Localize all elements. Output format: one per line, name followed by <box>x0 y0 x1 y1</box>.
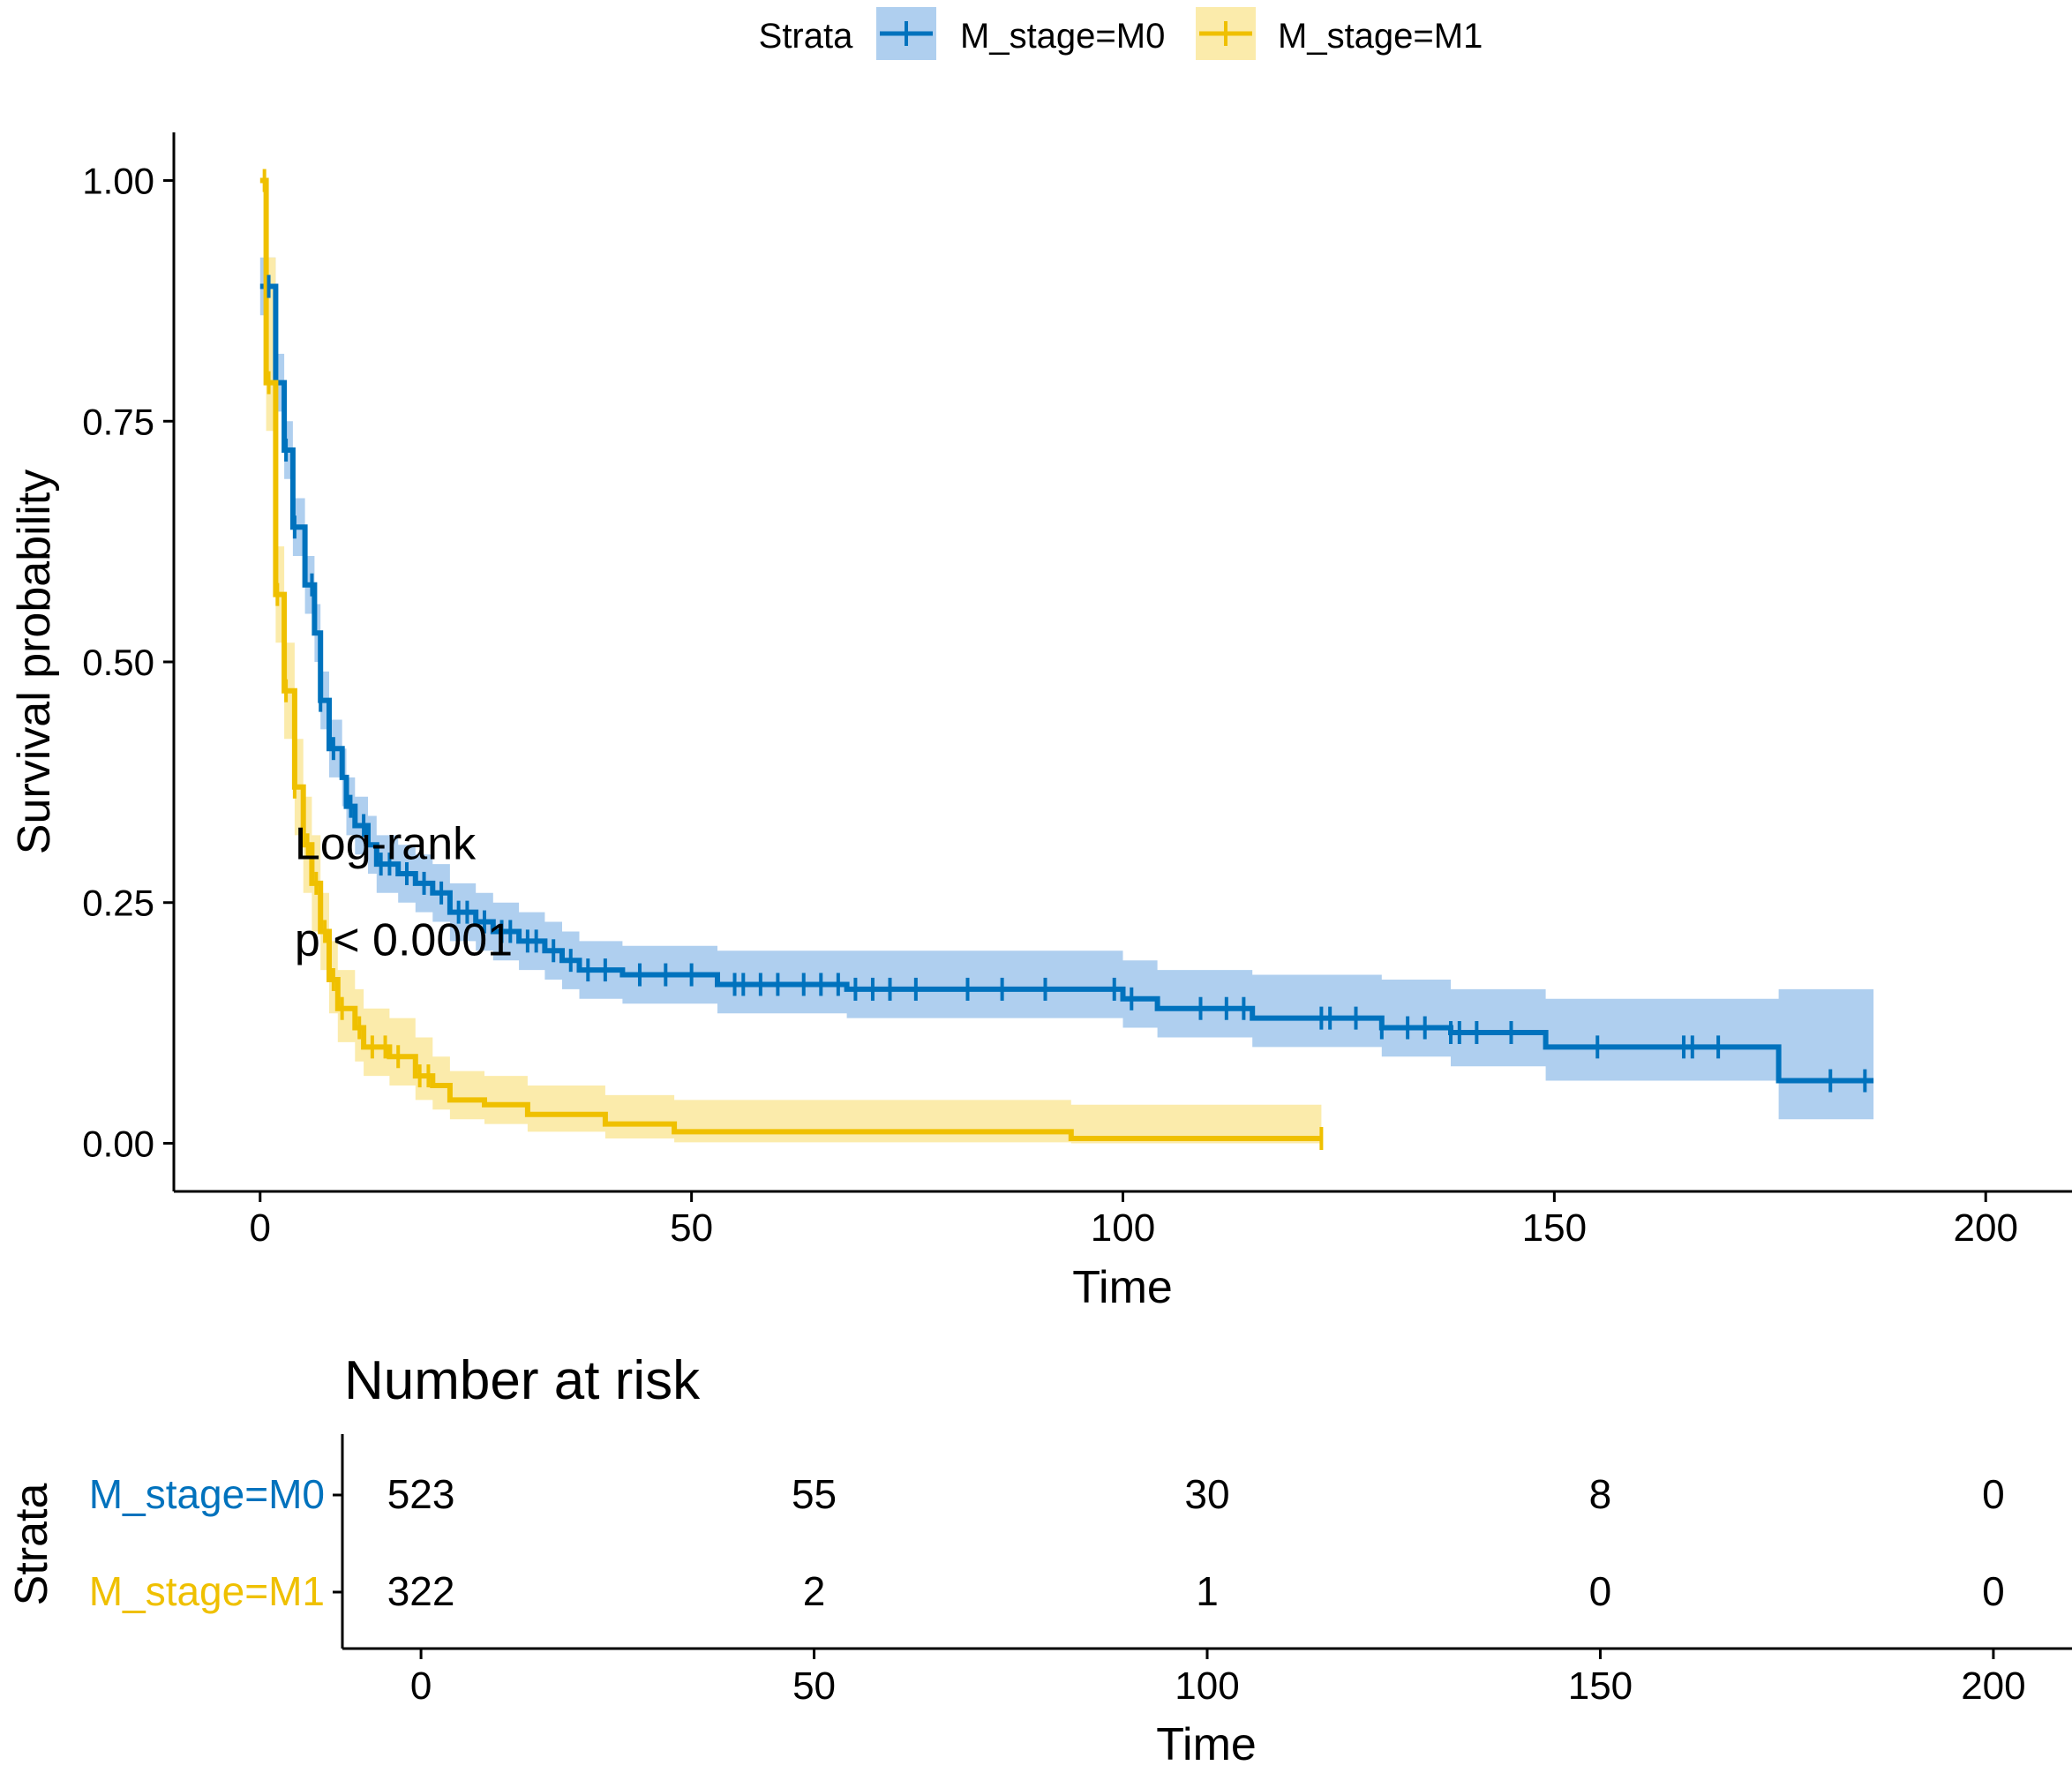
x-ticks: 0 50 100 150 200 <box>250 1191 2018 1250</box>
y-ticks: 0.00 0.25 0.50 0.75 1.00 <box>82 161 174 1164</box>
legend-title: Strata <box>759 17 853 56</box>
risk-cell-m1: 322 <box>387 1568 455 1614</box>
y-tick-label: 0.50 <box>82 642 154 683</box>
survival-line-m0 <box>259 283 1874 1084</box>
pvalue-label: p < 0.0001 <box>295 915 513 966</box>
x-axis-label: Time <box>1072 1262 1173 1313</box>
risk-cell-m0: 8 <box>1589 1471 1612 1517</box>
risk-cell-m0: 55 <box>792 1471 837 1517</box>
confidence-bands <box>259 180 1874 1144</box>
risk-table-y-label: Strata <box>6 1484 57 1606</box>
risk-cell-m1: 1 <box>1196 1568 1219 1614</box>
legend-label-m1: M_stage=M1 <box>1278 17 1483 56</box>
risk-x-tick-label: 100 <box>1175 1664 1239 1708</box>
risk-cell-m0: 0 <box>1982 1471 2005 1517</box>
x-tick-label: 200 <box>1954 1206 2018 1250</box>
risk-x-axis-label: Time <box>1156 1719 1257 1769</box>
risk-x-tick-label: 0 <box>410 1664 432 1708</box>
plot-area: 0.00 0.25 0.50 0.75 1.00 0 50 100 150 200 Time S… <box>9 132 2072 1313</box>
legend: Strata M_stage=M0 M_stage=M1 <box>759 7 1483 60</box>
risk-table: Number at risk Strata M_stage=M0 M_stage… <box>6 1350 2072 1770</box>
legend-label-m0: M_stage=M0 <box>960 17 1165 56</box>
x-tick-label: 50 <box>670 1206 713 1250</box>
y-axis-label: Survival probability <box>9 470 60 854</box>
x-tick-label: 100 <box>1091 1206 1155 1250</box>
y-tick-label: 0.00 <box>82 1123 154 1164</box>
risk-cell-m0: 30 <box>1184 1471 1229 1517</box>
y-tick-label: 1.00 <box>82 161 154 202</box>
risk-x-tick-label: 50 <box>792 1664 836 1708</box>
risk-cell-m1: 2 <box>803 1568 826 1614</box>
risk-cells: 523 55 30 8 0 322 2 1 0 0 <box>387 1471 2005 1614</box>
risk-row-label-m0: M_stage=M0 <box>89 1471 325 1517</box>
risk-x-tick-label: 150 <box>1568 1664 1633 1708</box>
x-tick-label: 0 <box>250 1206 271 1250</box>
x-tick-label: 150 <box>1522 1206 1587 1250</box>
risk-row-label-m1: M_stage=M1 <box>89 1568 325 1614</box>
risk-cell-m1: 0 <box>1982 1568 2005 1614</box>
risk-cell-m1: 0 <box>1589 1568 1612 1614</box>
risk-table-title: Number at risk <box>344 1350 701 1411</box>
y-tick-label: 0.25 <box>82 883 154 924</box>
y-tick-label: 0.75 <box>82 401 154 442</box>
ci-band-m0 <box>259 257 1874 1120</box>
logrank-label: Log-rank <box>295 819 477 870</box>
risk-cell-m0: 523 <box>387 1471 455 1517</box>
risk-x-tick-label: 200 <box>1961 1664 2025 1708</box>
risk-x-ticks: 0 50 100 150 200 <box>410 1649 2026 1708</box>
censor-marks <box>262 169 1867 1150</box>
